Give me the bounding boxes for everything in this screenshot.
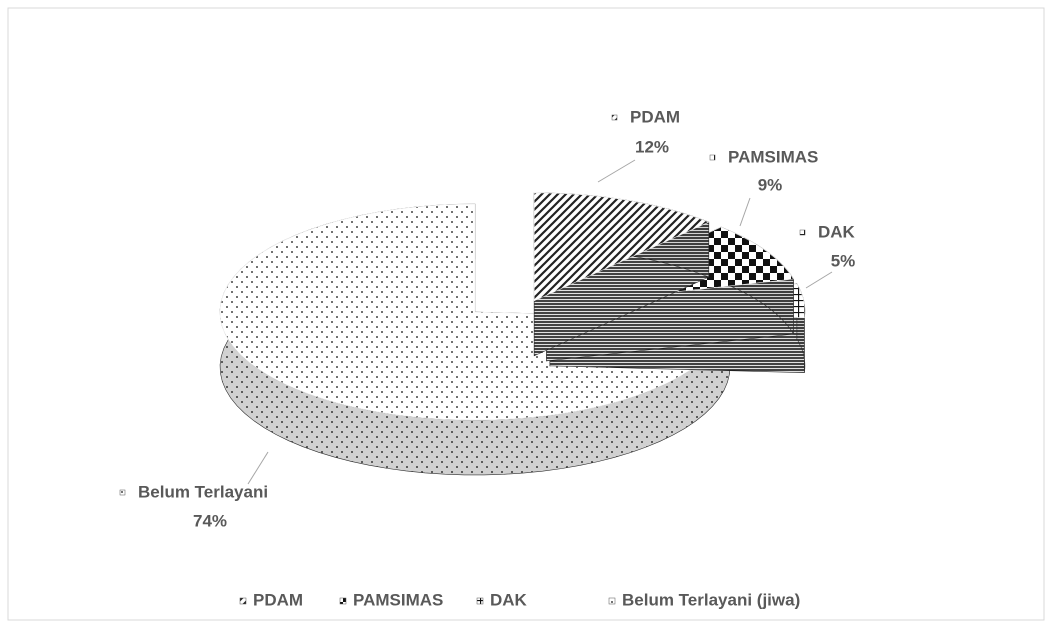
legend-label: DAK: [490, 590, 528, 609]
data-label-value: 74%: [193, 511, 227, 530]
legend-marker: [476, 597, 484, 605]
legend-label: PAMSIMAS: [353, 590, 443, 609]
data-label-name: PAMSIMAS: [728, 147, 818, 166]
slice: [533, 192, 710, 302]
legend-marker: [339, 597, 347, 605]
label-marker: [709, 154, 716, 161]
label-marker: [799, 229, 806, 236]
legend-label: Belum Terlayani (jiwa): [622, 590, 800, 609]
leader-line: [739, 197, 751, 227]
label-marker: [611, 114, 618, 121]
leader-line: [247, 451, 269, 485]
leader-line: [805, 271, 833, 289]
leader-line: [597, 159, 636, 183]
data-label-name: DAK: [818, 222, 856, 241]
data-label-value: 5%: [831, 251, 856, 270]
data-label-name: Belum Terlayani: [138, 482, 268, 501]
legend-label: PDAM: [253, 590, 303, 609]
label-marker: [119, 489, 126, 496]
legend-marker: [608, 597, 616, 605]
data-label-name: PDAM: [630, 107, 680, 126]
legend-marker: [239, 597, 247, 605]
data-label-value: 9%: [758, 175, 783, 194]
data-label-value: 12%: [635, 137, 669, 156]
